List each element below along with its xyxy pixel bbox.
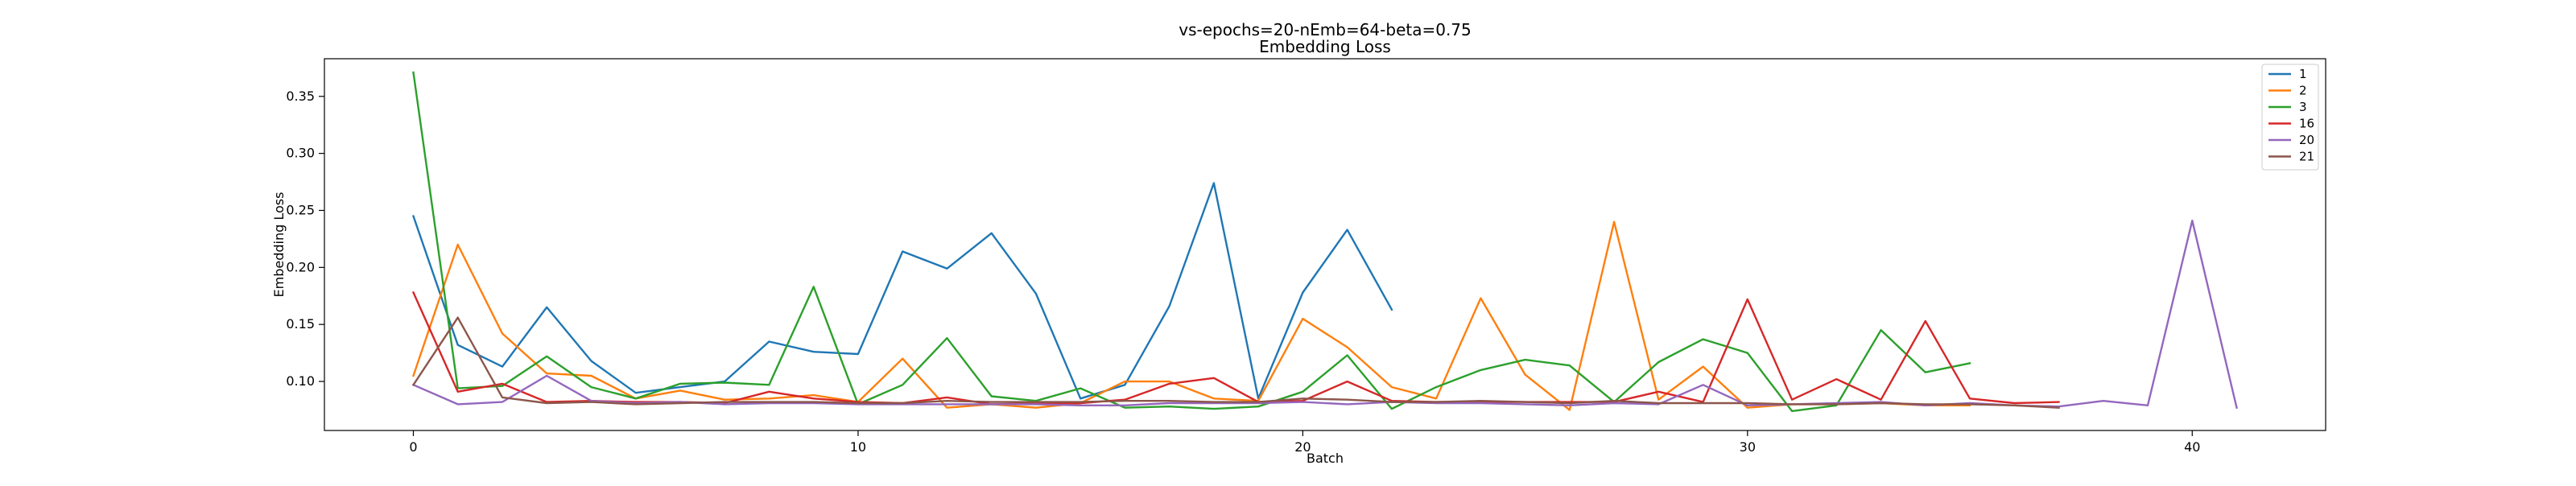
y-tick-label: 0.10 <box>286 373 315 389</box>
y-tick-label: 0.20 <box>286 259 315 274</box>
series-line-0 <box>411 182 1393 400</box>
series-layer <box>411 71 2238 413</box>
x-tick-label: 20 <box>1294 439 1311 455</box>
x-tick-label: 40 <box>2184 439 2200 455</box>
legend-label-5: 21 <box>2299 150 2314 164</box>
x-axis-label: Batch <box>1307 451 1344 466</box>
chart-subtitle: Embedding Loss <box>1259 37 1391 56</box>
legend-label-2: 3 <box>2299 100 2307 114</box>
legend-label-0: 1 <box>2299 67 2307 81</box>
series-line-1 <box>411 220 1971 411</box>
x-tick-label: 30 <box>1740 439 1756 455</box>
series-line-5 <box>411 316 2060 409</box>
plot-frame <box>324 58 2326 431</box>
x-tick-label: 10 <box>850 439 866 455</box>
legend-label-1: 2 <box>2299 84 2307 98</box>
y-axis-label: Embedding Loss <box>271 192 287 298</box>
legend: 1 2 3 16 20 21 <box>2261 64 2319 171</box>
legend-label-4: 20 <box>2299 133 2314 147</box>
y-tick-label: 0.15 <box>286 316 315 332</box>
series-line-2 <box>412 71 1971 413</box>
y-tick-label: 0.25 <box>286 202 315 217</box>
tick-layer: 0 10 20 30 40 0.10 0.15 0.20 0.25 0.30 0.35 <box>286 89 2200 455</box>
chart-title: vs-epochs=20-nEmb=64-beta=0.75 <box>1179 20 1472 39</box>
y-tick-label: 0.35 <box>286 89 315 104</box>
x-tick-label: 0 <box>409 439 417 455</box>
y-tick-label: 0.30 <box>286 146 315 161</box>
legend-label-3: 16 <box>2299 117 2314 131</box>
